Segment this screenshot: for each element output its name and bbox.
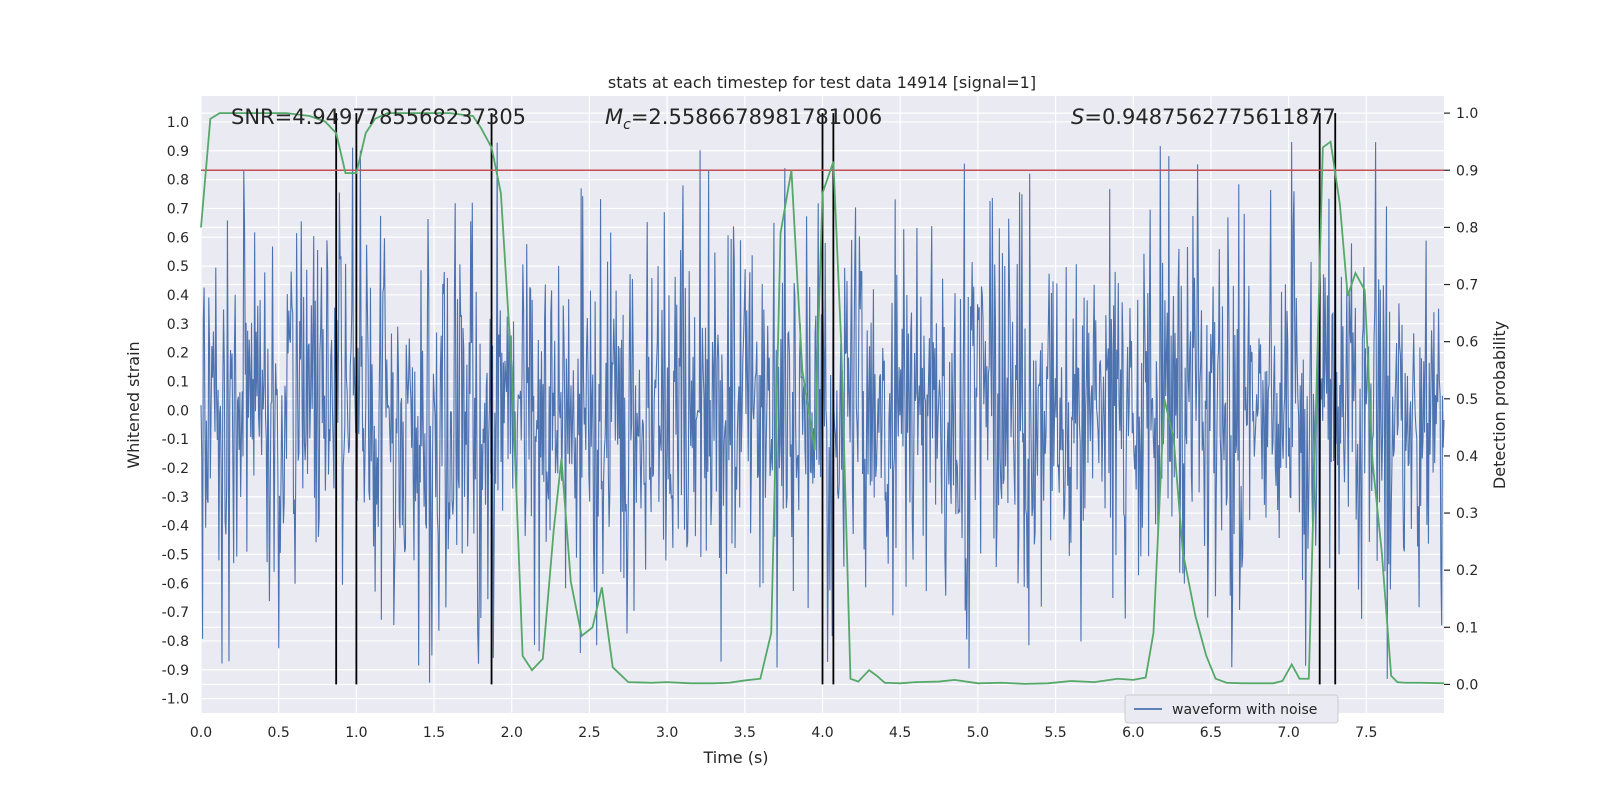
x-tick-label: 5.5 bbox=[1044, 725, 1066, 741]
x-tick-label: 1.5 bbox=[423, 725, 445, 741]
y-left-tick-label: -0.8 bbox=[162, 634, 189, 650]
x-tick-label: 0.5 bbox=[268, 725, 290, 741]
y-right-tick-label: 0.3 bbox=[1456, 506, 1478, 522]
y-left-tick-label: 0.8 bbox=[167, 173, 189, 189]
y-right-tick-label: 0.9 bbox=[1456, 163, 1478, 179]
y-left-tick-label: -0.4 bbox=[162, 519, 189, 535]
y-left-tick-label: 1.0 bbox=[167, 115, 189, 131]
y-right-tick-label: 0.4 bbox=[1456, 449, 1478, 465]
x-tick-label: 5.0 bbox=[967, 725, 989, 741]
y-left-tick-label: 0.6 bbox=[167, 230, 189, 246]
y-right-tick-label: 0.8 bbox=[1456, 220, 1478, 236]
y-right-tick-label: 0.5 bbox=[1456, 392, 1478, 408]
y-left-tick-label: -0.7 bbox=[162, 605, 189, 621]
chart-title: stats at each timestep for test data 149… bbox=[608, 73, 1036, 92]
y-axis-right: 1.0 0.9 0.8 0.7 0.6 0.5 0.4 0.3 0.2 0.1 0.0 bbox=[1444, 106, 1478, 693]
x-tick-label: 6.0 bbox=[1122, 725, 1144, 741]
x-tick-label: 4.0 bbox=[811, 725, 833, 741]
y-left-tick-label: 0.5 bbox=[167, 259, 189, 275]
s-value: =0.9487562775611877 bbox=[1084, 105, 1335, 129]
y-axis-left-label: Whitened strain bbox=[124, 341, 143, 468]
x-tick-label: 3.5 bbox=[734, 725, 756, 741]
x-tick-label: 6.5 bbox=[1200, 725, 1222, 741]
y-left-tick-label: 0.1 bbox=[167, 374, 189, 390]
x-tick-label: 7.0 bbox=[1277, 725, 1299, 741]
y-left-tick-label: -0.1 bbox=[162, 432, 189, 448]
y-right-tick-label: 1.0 bbox=[1456, 106, 1478, 122]
x-tick-label: 1.0 bbox=[345, 725, 367, 741]
y-right-tick-label: 0.7 bbox=[1456, 278, 1478, 294]
y-right-tick-label: 0.2 bbox=[1456, 563, 1478, 579]
s-annotation: S=0.9487562775611877 bbox=[1071, 105, 1336, 129]
legend-box bbox=[1124, 694, 1339, 724]
x-tick-label: 3.0 bbox=[656, 725, 678, 741]
y-left-tick-label: 0.3 bbox=[167, 317, 189, 333]
y-axis-left: 1.0 0.9 0.8 0.7 0.6 0.5 0.4 0.3 0.2 0.1 0.0 -0.1 -0.… bbox=[162, 115, 189, 708]
x-tick-label: 0.0 bbox=[190, 725, 212, 741]
y-right-tick-label: 0.0 bbox=[1456, 677, 1478, 693]
x-tick-label: 4.5 bbox=[889, 725, 911, 741]
y-left-tick-label: -0.3 bbox=[162, 490, 189, 506]
chirp-mass-symbol: M bbox=[605, 105, 623, 129]
s-symbol: S bbox=[1071, 105, 1084, 129]
y-left-tick-label: 0.7 bbox=[167, 201, 189, 217]
legend: waveform with noise bbox=[1124, 694, 1339, 724]
y-left-tick-label: -1.0 bbox=[162, 692, 189, 708]
chirp-mass-annotation: Mc=2.5586678981781006 bbox=[605, 105, 882, 133]
y-left-tick-label: -0.6 bbox=[162, 576, 189, 592]
y-right-tick-label: 0.6 bbox=[1456, 335, 1478, 351]
y-left-tick-label: 0.0 bbox=[167, 403, 189, 419]
legend-label-waveform: waveform with noise bbox=[1172, 702, 1317, 718]
y-left-tick-label: -0.5 bbox=[162, 547, 189, 563]
detection-probability-line bbox=[200, 112, 1445, 685]
y-left-tick-label: 0.2 bbox=[167, 346, 189, 362]
y-right-tick-label: 0.1 bbox=[1456, 620, 1478, 636]
y-axis-right-label: Detection probability bbox=[1490, 321, 1509, 489]
y-left-tick-label: -0.2 bbox=[162, 461, 189, 477]
x-tick-label: 7.5 bbox=[1355, 725, 1377, 741]
x-axis: 0.0 0.5 1.0 1.5 2.0 2.5 3.0 3.5 4.0 4.5 5.0 5.5 6.0 6… bbox=[190, 725, 1378, 741]
y-left-tick-label: 0.4 bbox=[167, 288, 189, 304]
y-left-tick-label: 0.9 bbox=[167, 144, 189, 160]
x-axis-label: Time (s) bbox=[702, 748, 768, 767]
y-left-tick-label: -0.9 bbox=[162, 663, 189, 679]
chirp-mass-subscript: c bbox=[623, 117, 631, 133]
x-tick-label: 2.0 bbox=[501, 725, 523, 741]
x-tick-label: 2.5 bbox=[578, 725, 600, 741]
chirp-mass-value: =2.5586678981781006 bbox=[631, 105, 882, 129]
snr-annotation: SNR=4.9497785568237305 bbox=[231, 105, 526, 129]
event-markers bbox=[335, 113, 1337, 685]
